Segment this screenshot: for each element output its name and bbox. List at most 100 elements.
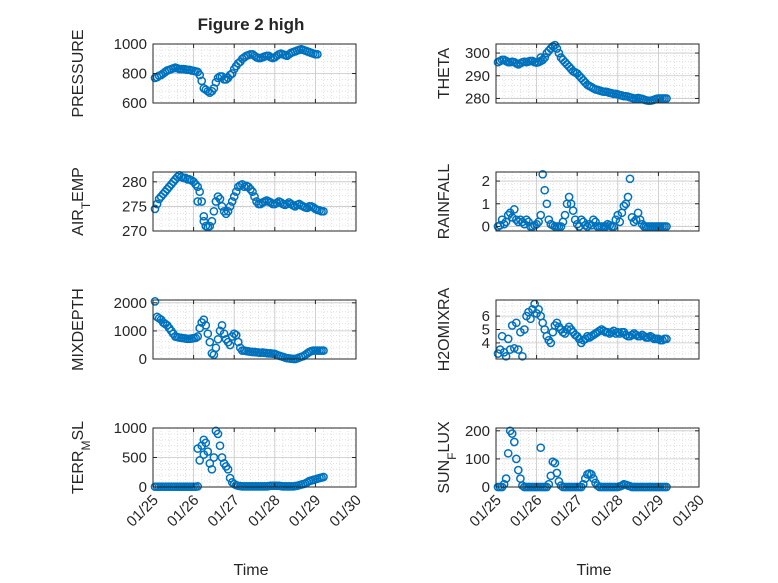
- data-point: [587, 470, 596, 479]
- xlabel-left: Time: [234, 562, 269, 579]
- data-point: [213, 73, 223, 83]
- data-point: [207, 349, 217, 358]
- data-point: [518, 481, 527, 490]
- axes-box: [152, 171, 357, 232]
- data-point: [556, 222, 566, 231]
- x-tick-label: 01/27: [547, 492, 586, 531]
- data-point: [552, 468, 562, 478]
- data-point: [193, 444, 203, 453]
- data-point: [511, 318, 521, 328]
- data-point: [499, 479, 509, 489]
- data-point: [319, 346, 328, 355]
- data-point: [583, 222, 592, 231]
- ylabel-subscript: T: [79, 201, 93, 209]
- y-axis-label: SUNFLUX: [436, 421, 459, 494]
- y-tick-label: 270: [122, 223, 147, 240]
- ylabel-part: TERR: [70, 451, 87, 495]
- y-tick-label: 5: [482, 322, 490, 339]
- y-tick-label: 1: [482, 196, 490, 213]
- data-point: [635, 215, 645, 225]
- data-point: [199, 211, 209, 221]
- data-point: [219, 329, 229, 339]
- y-axis-label: THETA: [436, 48, 453, 100]
- xlabel-right: Time: [577, 562, 612, 579]
- data-point: [552, 44, 562, 53]
- y-tick-label: 200: [465, 423, 490, 440]
- data-point: [319, 206, 328, 216]
- data-point: [195, 187, 205, 197]
- y-axis-label: H2OMIXRA: [436, 287, 453, 371]
- y-tick-label: 800: [122, 66, 147, 83]
- data-point: [225, 202, 235, 211]
- y-tick-label: 0: [139, 351, 147, 368]
- data-point: [607, 327, 617, 337]
- data-point: [601, 222, 610, 231]
- data-point: [203, 329, 213, 339]
- data-point: [217, 320, 227, 330]
- y-tick-label: 0: [482, 479, 490, 496]
- data-point: [560, 210, 570, 220]
- x-tick-label: 01/28: [245, 492, 284, 531]
- x-tick-label: 01/30: [669, 492, 708, 531]
- y-axis-label: TERRMSL: [70, 421, 93, 494]
- data-point: [229, 329, 239, 339]
- y-tick-label: 1000: [114, 323, 147, 340]
- data-point: [507, 429, 517, 438]
- data-point: [227, 197, 237, 206]
- data-point: [544, 215, 554, 225]
- y-tick-label: 600: [122, 95, 147, 112]
- data-point: [499, 219, 509, 229]
- data-point: [536, 53, 546, 62]
- data-point: [248, 187, 257, 197]
- data-point: [201, 438, 211, 448]
- data-point: [302, 203, 312, 213]
- data-point: [526, 314, 535, 324]
- y-tick-label: 100: [465, 451, 490, 468]
- y-tick-label: 280: [122, 174, 147, 191]
- data-point: [201, 320, 211, 330]
- data-point: [313, 49, 322, 59]
- y-tick-label: 6: [482, 308, 490, 325]
- data-point: [229, 192, 239, 201]
- data-point: [627, 330, 637, 340]
- data-point: [509, 437, 519, 447]
- data-point: [213, 192, 223, 201]
- data-point: [540, 53, 550, 62]
- y-tick-label: 4: [482, 335, 490, 352]
- data-point: [505, 345, 515, 354]
- data-point: [246, 184, 255, 194]
- data-point: [205, 221, 215, 231]
- data-point: [536, 210, 546, 220]
- data-point: [540, 185, 550, 195]
- x-tick-label: 01/25: [123, 492, 162, 531]
- y-tick-label: 290: [465, 68, 490, 85]
- subplot-8: 0 100 200 01/25 01/26 01/27 01/28 01/29 01/30 SUN…: [436, 421, 708, 530]
- data-point: [568, 206, 578, 215]
- data-point: [231, 187, 241, 197]
- y-tick-label: 1000: [114, 36, 147, 53]
- data-point: [589, 215, 598, 225]
- y-tick-label: 0: [482, 218, 490, 235]
- data-point: [272, 198, 282, 208]
- data-point: [266, 198, 276, 207]
- data-point: [580, 474, 590, 483]
- data-point: [615, 217, 625, 227]
- data-point: [225, 473, 235, 483]
- data-point: [544, 479, 554, 489]
- data-point: [623, 192, 633, 202]
- subplot-7: 0 500 1000 01/25 01/26 01/27 01/28 01/29 01/30 TE…: [70, 420, 365, 530]
- data-point: [617, 481, 627, 490]
- axes-box: [495, 171, 700, 232]
- data-point: [570, 215, 580, 225]
- data-point: [576, 215, 586, 225]
- data-point: [662, 222, 671, 231]
- x-tick-label: 01/26: [164, 492, 203, 531]
- data-point: [227, 69, 237, 78]
- y-axis-label: PRESSURE: [70, 29, 87, 117]
- subplot-4: 0 1 2 RAINFALL: [436, 164, 700, 239]
- data-point: [619, 201, 629, 211]
- data-point: [211, 77, 221, 87]
- data-point: [538, 55, 548, 65]
